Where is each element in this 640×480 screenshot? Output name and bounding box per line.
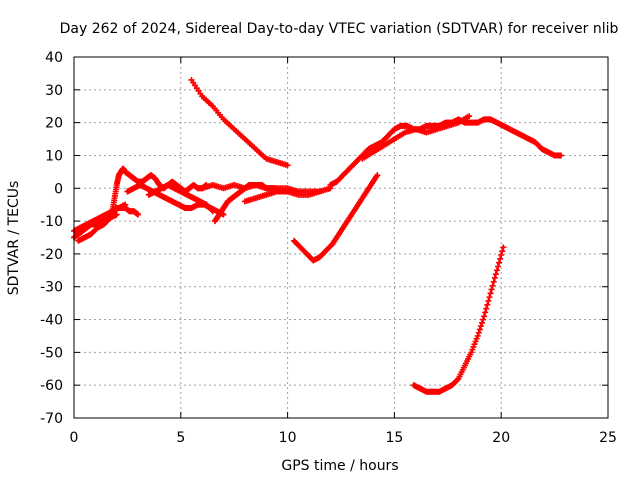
data-point — [482, 309, 489, 316]
data-point — [478, 319, 485, 326]
data-point — [135, 211, 142, 218]
data-point — [489, 282, 496, 289]
x-tick-label: 10 — [279, 430, 297, 446]
x-tick-label: 25 — [599, 430, 617, 446]
data-point — [477, 323, 484, 330]
y-tick-label: -30 — [40, 280, 63, 296]
data-point — [493, 267, 500, 274]
data-point — [476, 326, 483, 333]
series-track-14 — [410, 244, 507, 395]
series-track-13 — [359, 113, 473, 162]
data-point — [497, 255, 504, 262]
grid — [74, 57, 608, 418]
data-point — [454, 376, 461, 383]
series-track-3 — [75, 211, 120, 244]
data-point — [492, 271, 499, 278]
data-point — [484, 301, 491, 308]
x-tick-label: 5 — [176, 430, 185, 446]
y-tick-label: 30 — [45, 83, 63, 99]
y-tick-label: -70 — [40, 411, 63, 427]
data-point — [374, 172, 381, 179]
data-point — [122, 201, 129, 208]
x-tick-label: 15 — [385, 430, 403, 446]
chart-title: Day 262 of 2024, Sidereal Day-to-day VTE… — [60, 21, 619, 37]
axis-ticks: 0 5 10 15 20 25 -70 -60 -50 -40 -30 -20 -10 0 10 20 30 40 — [40, 50, 617, 446]
data-point — [208, 207, 215, 214]
data-point — [486, 294, 493, 301]
data-point — [499, 248, 506, 255]
series-track-6 — [145, 181, 216, 215]
data-point — [496, 259, 503, 266]
series-track-9 — [241, 188, 323, 205]
y-tick-label: -50 — [40, 345, 63, 361]
data-point — [483, 305, 490, 312]
data-point — [558, 152, 565, 159]
data-point — [481, 313, 488, 320]
x-tick-label: 20 — [492, 430, 510, 446]
data-point — [491, 274, 498, 281]
data-point — [474, 332, 481, 339]
y-tick-label: 10 — [45, 148, 63, 164]
y-tick-label: -10 — [40, 214, 63, 230]
data-point — [487, 290, 494, 297]
series-track-10 — [188, 76, 291, 169]
y-tick-label: -40 — [40, 313, 63, 329]
series-track-8 — [199, 181, 334, 195]
data-point — [488, 286, 495, 293]
y-tick-label: -60 — [40, 378, 63, 394]
series-track-12 — [327, 116, 565, 188]
data-point — [466, 113, 473, 120]
data-point — [284, 162, 291, 169]
data-point — [113, 211, 120, 218]
data-point — [209, 208, 216, 215]
series-track-2 — [71, 201, 129, 234]
y-tick-label: 40 — [45, 50, 63, 66]
y-axis-label: SDTVAR / TECUs — [6, 181, 22, 296]
x-axis-label: GPS time / hours — [281, 458, 398, 474]
data-point — [498, 252, 505, 259]
data-point — [316, 188, 323, 195]
data-point — [475, 329, 482, 336]
y-tick-label: -20 — [40, 247, 63, 263]
data-point — [485, 297, 492, 304]
data-point — [494, 263, 501, 270]
plot-area — [71, 76, 565, 395]
data-point — [500, 244, 507, 251]
x-tick-label: 0 — [70, 430, 79, 446]
plot-frame — [73, 56, 609, 419]
y-tick-label: 20 — [45, 116, 63, 132]
y-tick-label: 0 — [54, 181, 63, 197]
series-track-11 — [291, 172, 381, 264]
data-point — [480, 316, 487, 323]
data-point — [490, 278, 497, 285]
